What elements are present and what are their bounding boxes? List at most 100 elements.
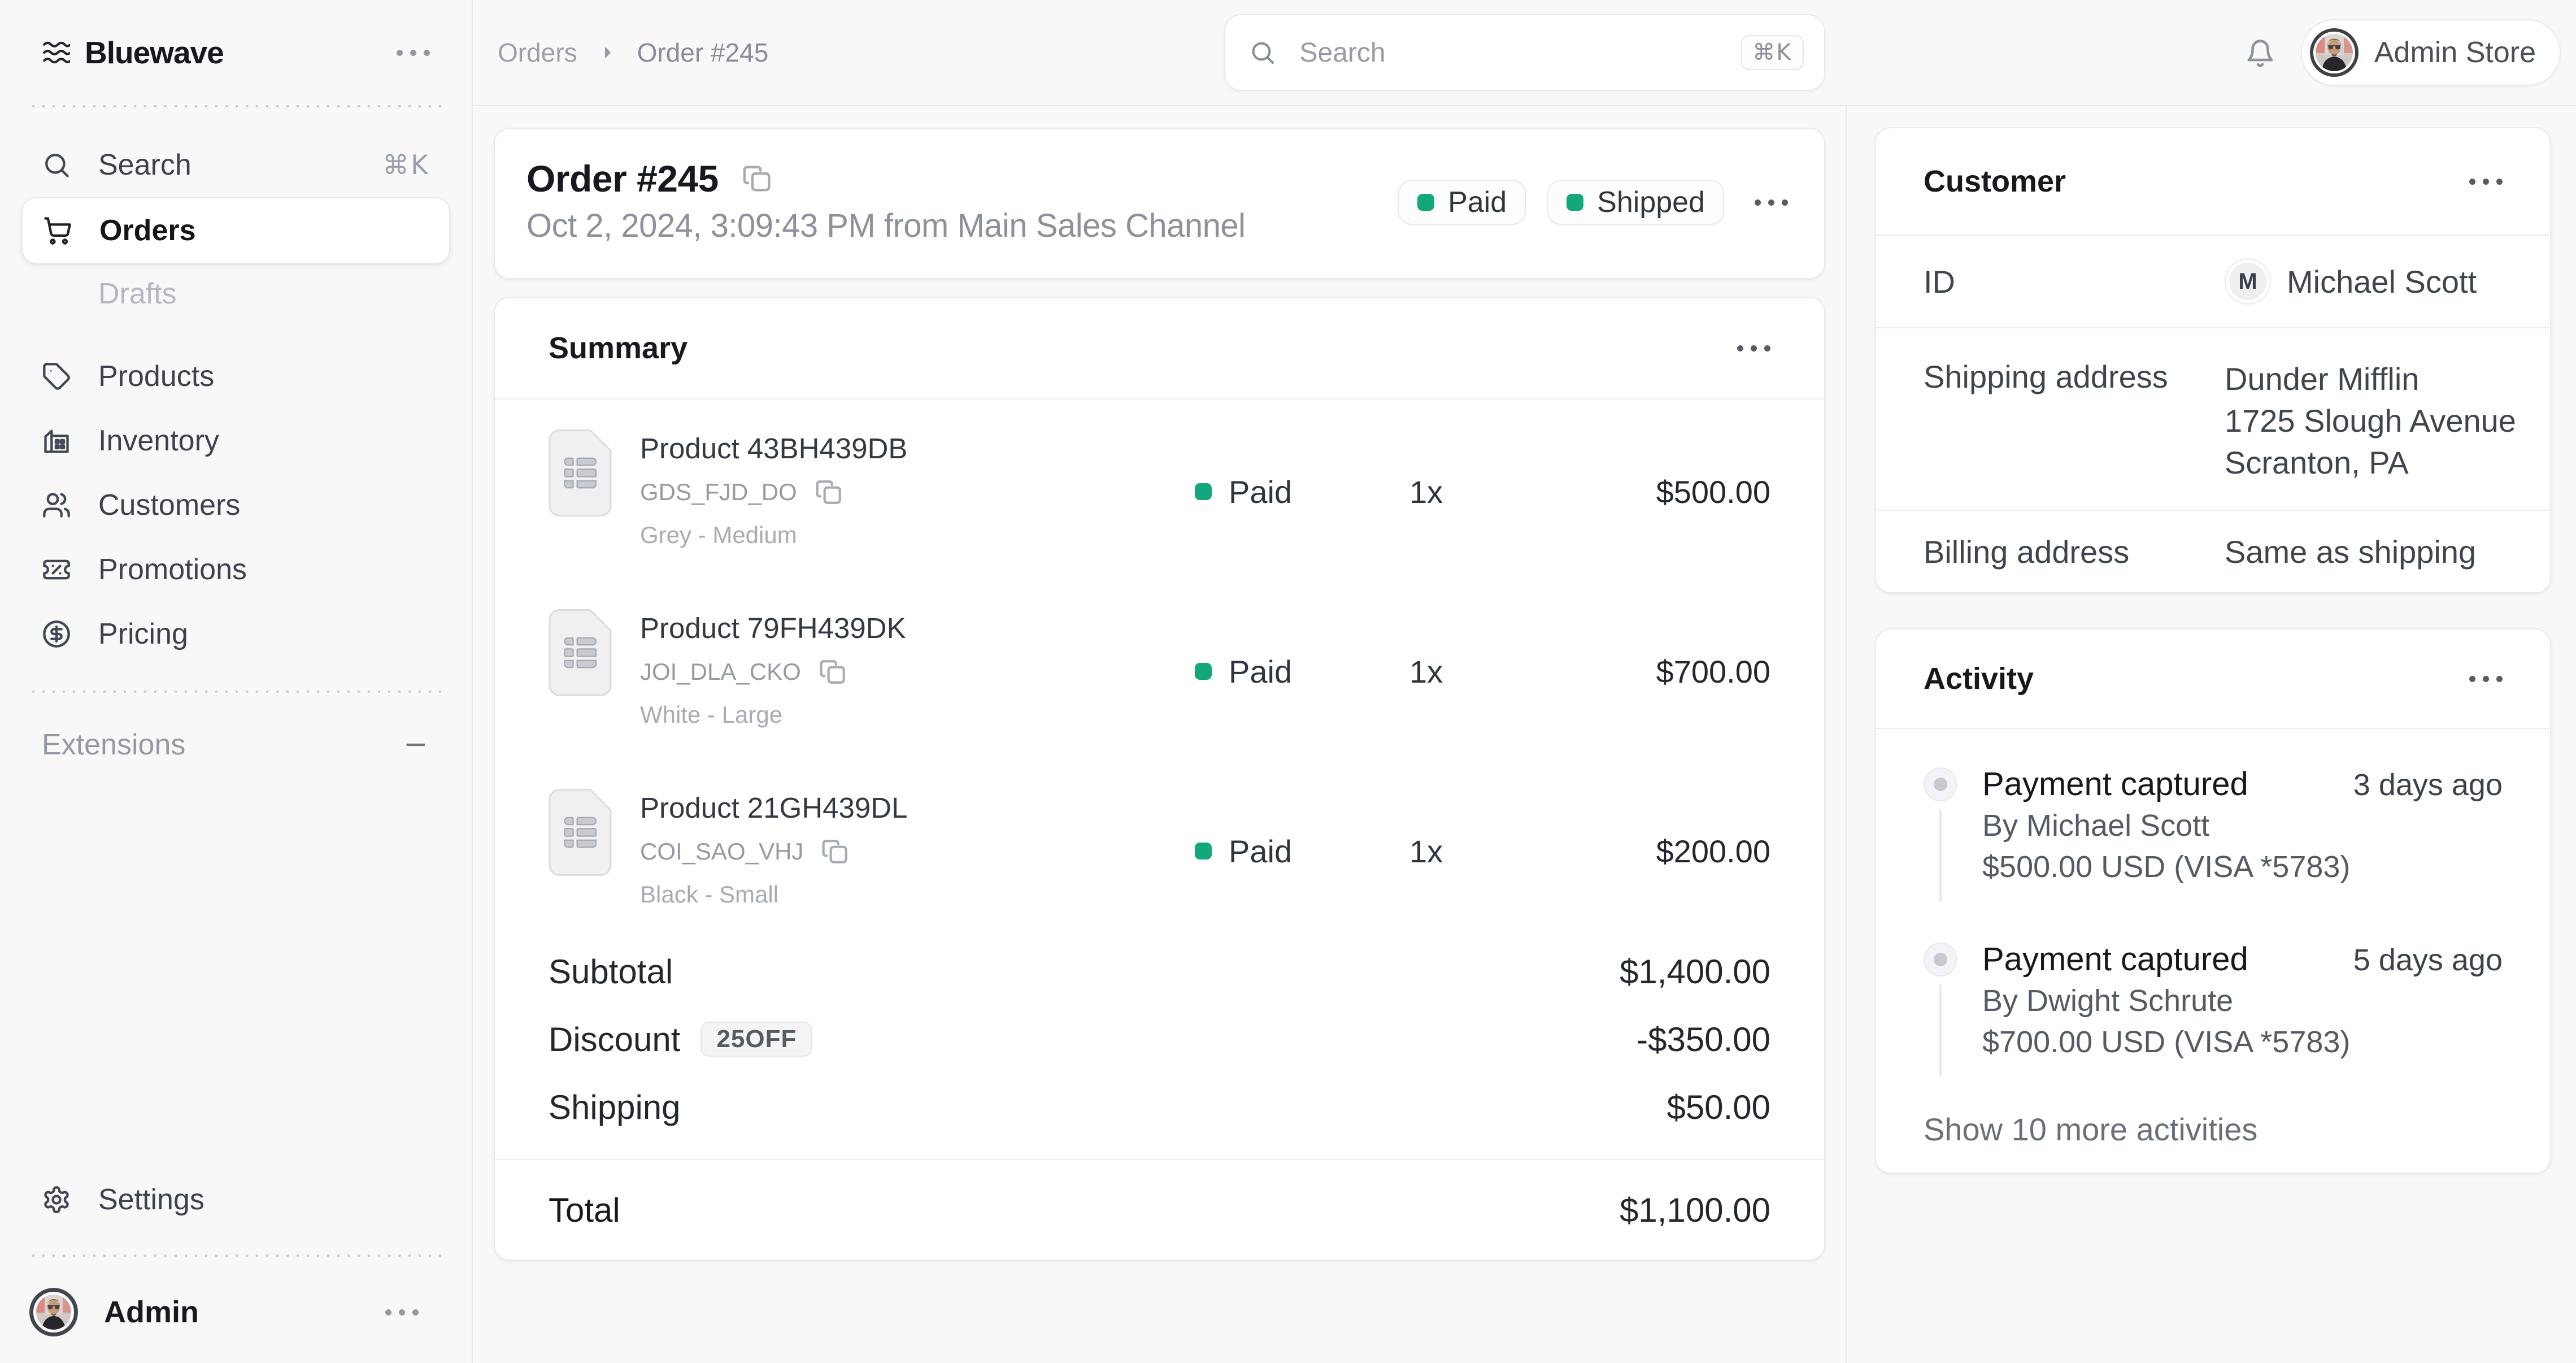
dot — [410, 49, 416, 56]
sidebar: Bluewave Search ⌘K Orders Drafts Product… — [0, 0, 473, 1363]
activity-card: Activity Payment captured 3 days ag — [1875, 628, 2551, 1174]
subtotal-value: $1,400.00 — [1620, 952, 1770, 991]
dot — [397, 49, 403, 56]
line-item-row: Product 79FH439DK JOI_DLA_CKO White - La… — [549, 606, 1770, 736]
status-badge-label: Shipped — [1597, 186, 1705, 219]
activity-title: Activity — [1924, 662, 2034, 696]
customer-name[interactable]: Michael Scott — [2287, 263, 2477, 299]
customer-title: Customer — [1924, 164, 2066, 198]
dot — [1782, 199, 1788, 206]
activity-item-by: By Michael Scott — [1982, 809, 2210, 843]
sidebar-item-drafts[interactable]: Drafts — [21, 264, 450, 324]
sidebar-item-label: Orders — [99, 214, 196, 247]
line-item-status: Paid — [1195, 653, 1409, 690]
sidebar-item-customers[interactable]: Customers — [21, 473, 450, 537]
sidebar-nav: Search ⌘K Orders Drafts Products Invento… — [0, 107, 472, 776]
search-icon — [1252, 42, 1274, 64]
gear-icon — [42, 1185, 71, 1214]
dollar-circle-icon — [42, 619, 71, 649]
product-sku: COI_SAO_VHJ — [640, 838, 804, 865]
users-icon — [42, 490, 71, 520]
billing-address-label: Billing address — [1924, 533, 2130, 570]
show-more-activities-link[interactable]: Show 10 more activities — [1924, 1112, 2258, 1147]
search-shortcut: ⌘K — [382, 149, 430, 181]
line-item-row: Product 43BH439DB GDS_FJD_DO Grey - Medi… — [549, 427, 1770, 557]
dot — [2496, 675, 2503, 682]
order-actions-button[interactable] — [1755, 199, 1788, 206]
order-subtitle: Oct 2, 2024, 3:09:43 PM from Main Sales … — [526, 207, 1246, 244]
total-label: Total — [549, 1191, 620, 1229]
dot — [412, 1309, 419, 1316]
summary-actions-button[interactable] — [1737, 345, 1770, 351]
collapse-minus-icon[interactable] — [402, 731, 430, 759]
product-file-icon — [549, 609, 612, 696]
activity-actions-button[interactable] — [2469, 675, 2503, 682]
timeline-bullet-icon — [1924, 943, 1957, 976]
sidebar-item-products[interactable]: Products — [21, 344, 450, 409]
building-icon — [42, 426, 71, 455]
admin-menu-button[interactable] — [385, 1309, 419, 1316]
breadcrumb-orders-link[interactable]: Orders — [498, 38, 577, 67]
product-info: Product 21GH439DL COI_SAO_VHJ Black - Sm… — [640, 786, 1195, 916]
account-menu[interactable]: Admin Store — [2300, 19, 2561, 86]
sidebar-item-promotions[interactable]: Promotions — [21, 537, 450, 602]
activity-item-title: Payment captured — [1982, 766, 2248, 802]
order-detail-side: Customer ID M Michael Scott Shipping add… — [1847, 106, 2576, 1363]
dot — [1737, 345, 1743, 351]
line-item-status-label: Paid — [1229, 653, 1293, 689]
product-variant: White - Large — [640, 701, 783, 728]
copy-icon[interactable] — [819, 658, 847, 686]
customer-avatar-initial: M — [2229, 263, 2266, 300]
customer-actions-button[interactable] — [2469, 178, 2503, 185]
sidebar-admin[interactable]: Admin — [0, 1257, 472, 1363]
product-file-icon — [549, 429, 612, 516]
copy-icon[interactable] — [821, 837, 850, 866]
shipping-value: $50.00 — [1666, 1088, 1770, 1126]
green-dot-icon — [1195, 843, 1212, 860]
activity-item-content: Payment captured 5 days ago By Dwight Sc… — [1982, 939, 2503, 1077]
order-status-group: Paid Shipped — [1398, 180, 1788, 225]
sidebar-item-settings[interactable]: Settings — [21, 1167, 450, 1232]
shipping-address-value: Dunder Mifflin 1725 Slough Avenue Scrant… — [2225, 358, 2516, 484]
product-variant: Grey - Medium — [640, 522, 797, 548]
bell-icon[interactable] — [2244, 37, 2276, 68]
address-line: Dunder Mifflin — [2225, 361, 2420, 397]
sidebar-item-label: Promotions — [98, 553, 247, 586]
product-name: Product 43BH439DB — [640, 432, 908, 465]
line-item-row: Product 21GH439DL COI_SAO_VHJ Black - Sm… — [549, 786, 1770, 916]
sidebar-item-pricing[interactable]: Pricing — [21, 602, 450, 666]
sidebar-item-inventory[interactable]: Inventory — [21, 409, 450, 473]
sidebar-item-label: Drafts — [98, 277, 177, 310]
global-search[interactable]: ⌘K — [1224, 14, 1825, 91]
sidebar-item-search[interactable]: Search ⌘K — [21, 133, 450, 197]
sidebar-section-extensions[interactable]: Extensions — [21, 713, 450, 776]
sidebar-header: Bluewave — [0, 0, 472, 105]
product-sku-row: JOI_DLA_CKO — [640, 650, 1195, 693]
admin-avatar — [29, 1288, 78, 1336]
order-title-row: Order #245 — [526, 158, 1246, 199]
activity-item-title: Payment captured — [1982, 941, 2248, 978]
line-item-status: Paid — [1195, 833, 1409, 870]
dot — [1764, 345, 1770, 351]
total-row: Total $1,100.00 — [495, 1160, 1824, 1260]
spacer — [21, 324, 450, 344]
sidebar-item-orders[interactable]: Orders — [21, 197, 450, 264]
timeline-connector — [1939, 984, 1942, 1077]
account-avatar — [2309, 28, 2359, 77]
activity-item: Payment captured 5 days ago By Dwight Sc… — [1924, 941, 2503, 1077]
shipping-label: Shipping — [549, 1088, 681, 1126]
copy-icon[interactable] — [742, 163, 773, 194]
copy-icon[interactable] — [815, 478, 843, 506]
search-input[interactable] — [1299, 37, 1742, 68]
sidebar-footer: Settings — [0, 1167, 472, 1255]
green-dot-icon — [1567, 194, 1584, 211]
order-header-card: Order #245 Oct 2, 2024, 3:09:43 PM from … — [494, 128, 1825, 279]
line-item-qty: 1x — [1409, 474, 1443, 510]
breadcrumb-current: Order #245 — [637, 38, 769, 67]
sidebar-section-label: Extensions — [42, 728, 186, 761]
product-sku: JOI_DLA_CKO — [640, 658, 801, 685]
line-item-status: Paid — [1195, 474, 1409, 510]
sidebar-divider-top — [28, 105, 443, 107]
sidebar-menu-button[interactable] — [397, 49, 430, 56]
admin-avatar-photo — [36, 1295, 71, 1330]
